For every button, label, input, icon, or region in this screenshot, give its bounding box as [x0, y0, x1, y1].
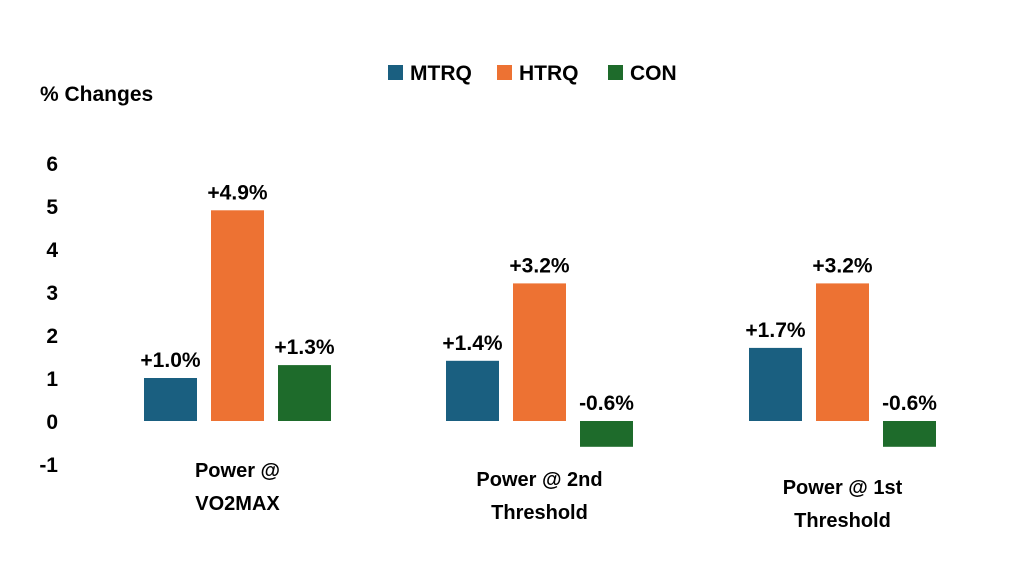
y-tick-label: 3 [46, 282, 58, 305]
legend-swatch [608, 65, 623, 80]
category-label: Threshold [491, 502, 588, 524]
data-labels: +1.0% +1.4% +1.7% +4.9% +3.2% +3.2% +1.3% -0.6%… [140, 181, 937, 415]
data-label: +1.4% [442, 332, 502, 355]
y-axis-ticks: 6 5 4 3 2 1 0 -1 [39, 153, 58, 477]
category-label: VO2MAX [195, 493, 280, 515]
bar-htrq [513, 283, 566, 421]
bar-con [278, 365, 331, 421]
bar-mtrq [749, 347, 802, 421]
category-label: Power @ 2nd [476, 469, 602, 491]
y-tick-label: 4 [46, 239, 58, 262]
category-labels: Power @ VO2MAX Power @ 2nd Threshold Power @… [195, 460, 903, 532]
bar-con [883, 421, 936, 447]
legend-swatch [388, 65, 403, 80]
data-label: +1.7% [745, 319, 805, 342]
y-tick-label: 5 [46, 196, 58, 219]
legend-entry: MTRQ [410, 62, 472, 85]
bar-mtrq [144, 378, 197, 421]
category-label: Threshold [794, 510, 891, 532]
category-label: Power @ 1st [783, 477, 903, 499]
bar-htrq [211, 210, 264, 421]
legend-entry: HTRQ [519, 62, 579, 85]
data-label: -0.6% [882, 392, 937, 415]
bar-con [580, 421, 633, 447]
data-label: +1.0% [140, 349, 200, 372]
y-axis-label: % Changes [40, 83, 153, 106]
data-label: -0.6% [579, 392, 634, 415]
y-tick-label: 6 [46, 153, 58, 176]
legend: MTRQ HTRQ CON [388, 62, 677, 85]
data-label: +4.9% [207, 181, 267, 204]
data-label: +3.2% [509, 254, 569, 277]
y-tick-label: 0 [46, 411, 58, 434]
y-tick-label: 2 [46, 325, 58, 348]
category-label: Power @ [195, 460, 280, 482]
bar-mtrq [446, 360, 499, 421]
bars [144, 210, 936, 447]
y-tick-label: -1 [39, 454, 58, 477]
bar-htrq [816, 283, 869, 421]
data-label: +1.3% [274, 336, 334, 359]
y-tick-label: 1 [46, 368, 58, 391]
legend-entry: CON [630, 62, 677, 85]
data-label: +3.2% [812, 254, 872, 277]
legend-swatch [497, 65, 512, 80]
